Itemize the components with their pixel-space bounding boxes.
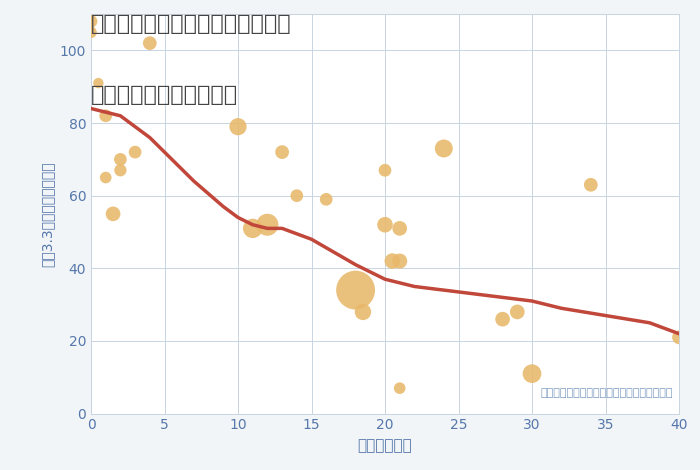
Point [512, 308, 523, 316]
Point [379, 221, 391, 228]
Point [232, 123, 244, 131]
Point [262, 221, 273, 228]
Point [276, 149, 288, 156]
Point [100, 174, 111, 181]
Text: 兵庫県姫路市三左衛門堀東の町の: 兵庫県姫路市三左衛門堀東の町の [91, 14, 292, 34]
Point [321, 196, 332, 203]
Point [130, 149, 141, 156]
Point [247, 225, 258, 232]
Point [85, 29, 97, 36]
Point [144, 39, 155, 47]
Point [394, 225, 405, 232]
Point [291, 192, 302, 199]
Point [386, 257, 398, 265]
Point [379, 166, 391, 174]
Point [526, 370, 538, 377]
Text: 円の大きさは、取引のあった物件面積を示す: 円の大きさは、取引のあった物件面積を示す [540, 388, 673, 398]
Point [92, 79, 104, 87]
Point [350, 286, 361, 294]
Point [394, 257, 405, 265]
Point [673, 334, 685, 341]
Point [108, 210, 119, 218]
X-axis label: 築年数（年）: 築年数（年） [358, 438, 412, 453]
Point [100, 112, 111, 119]
Point [394, 384, 405, 392]
Point [438, 145, 449, 152]
Y-axis label: 坪（3.3㎡）単価（万円）: 坪（3.3㎡）単価（万円） [40, 161, 54, 266]
Point [115, 166, 126, 174]
Point [585, 181, 596, 188]
Point [115, 156, 126, 163]
Point [358, 308, 369, 316]
Point [497, 315, 508, 323]
Point [85, 17, 97, 25]
Text: 築年数別中古戸建て価格: 築年数別中古戸建て価格 [91, 85, 238, 105]
